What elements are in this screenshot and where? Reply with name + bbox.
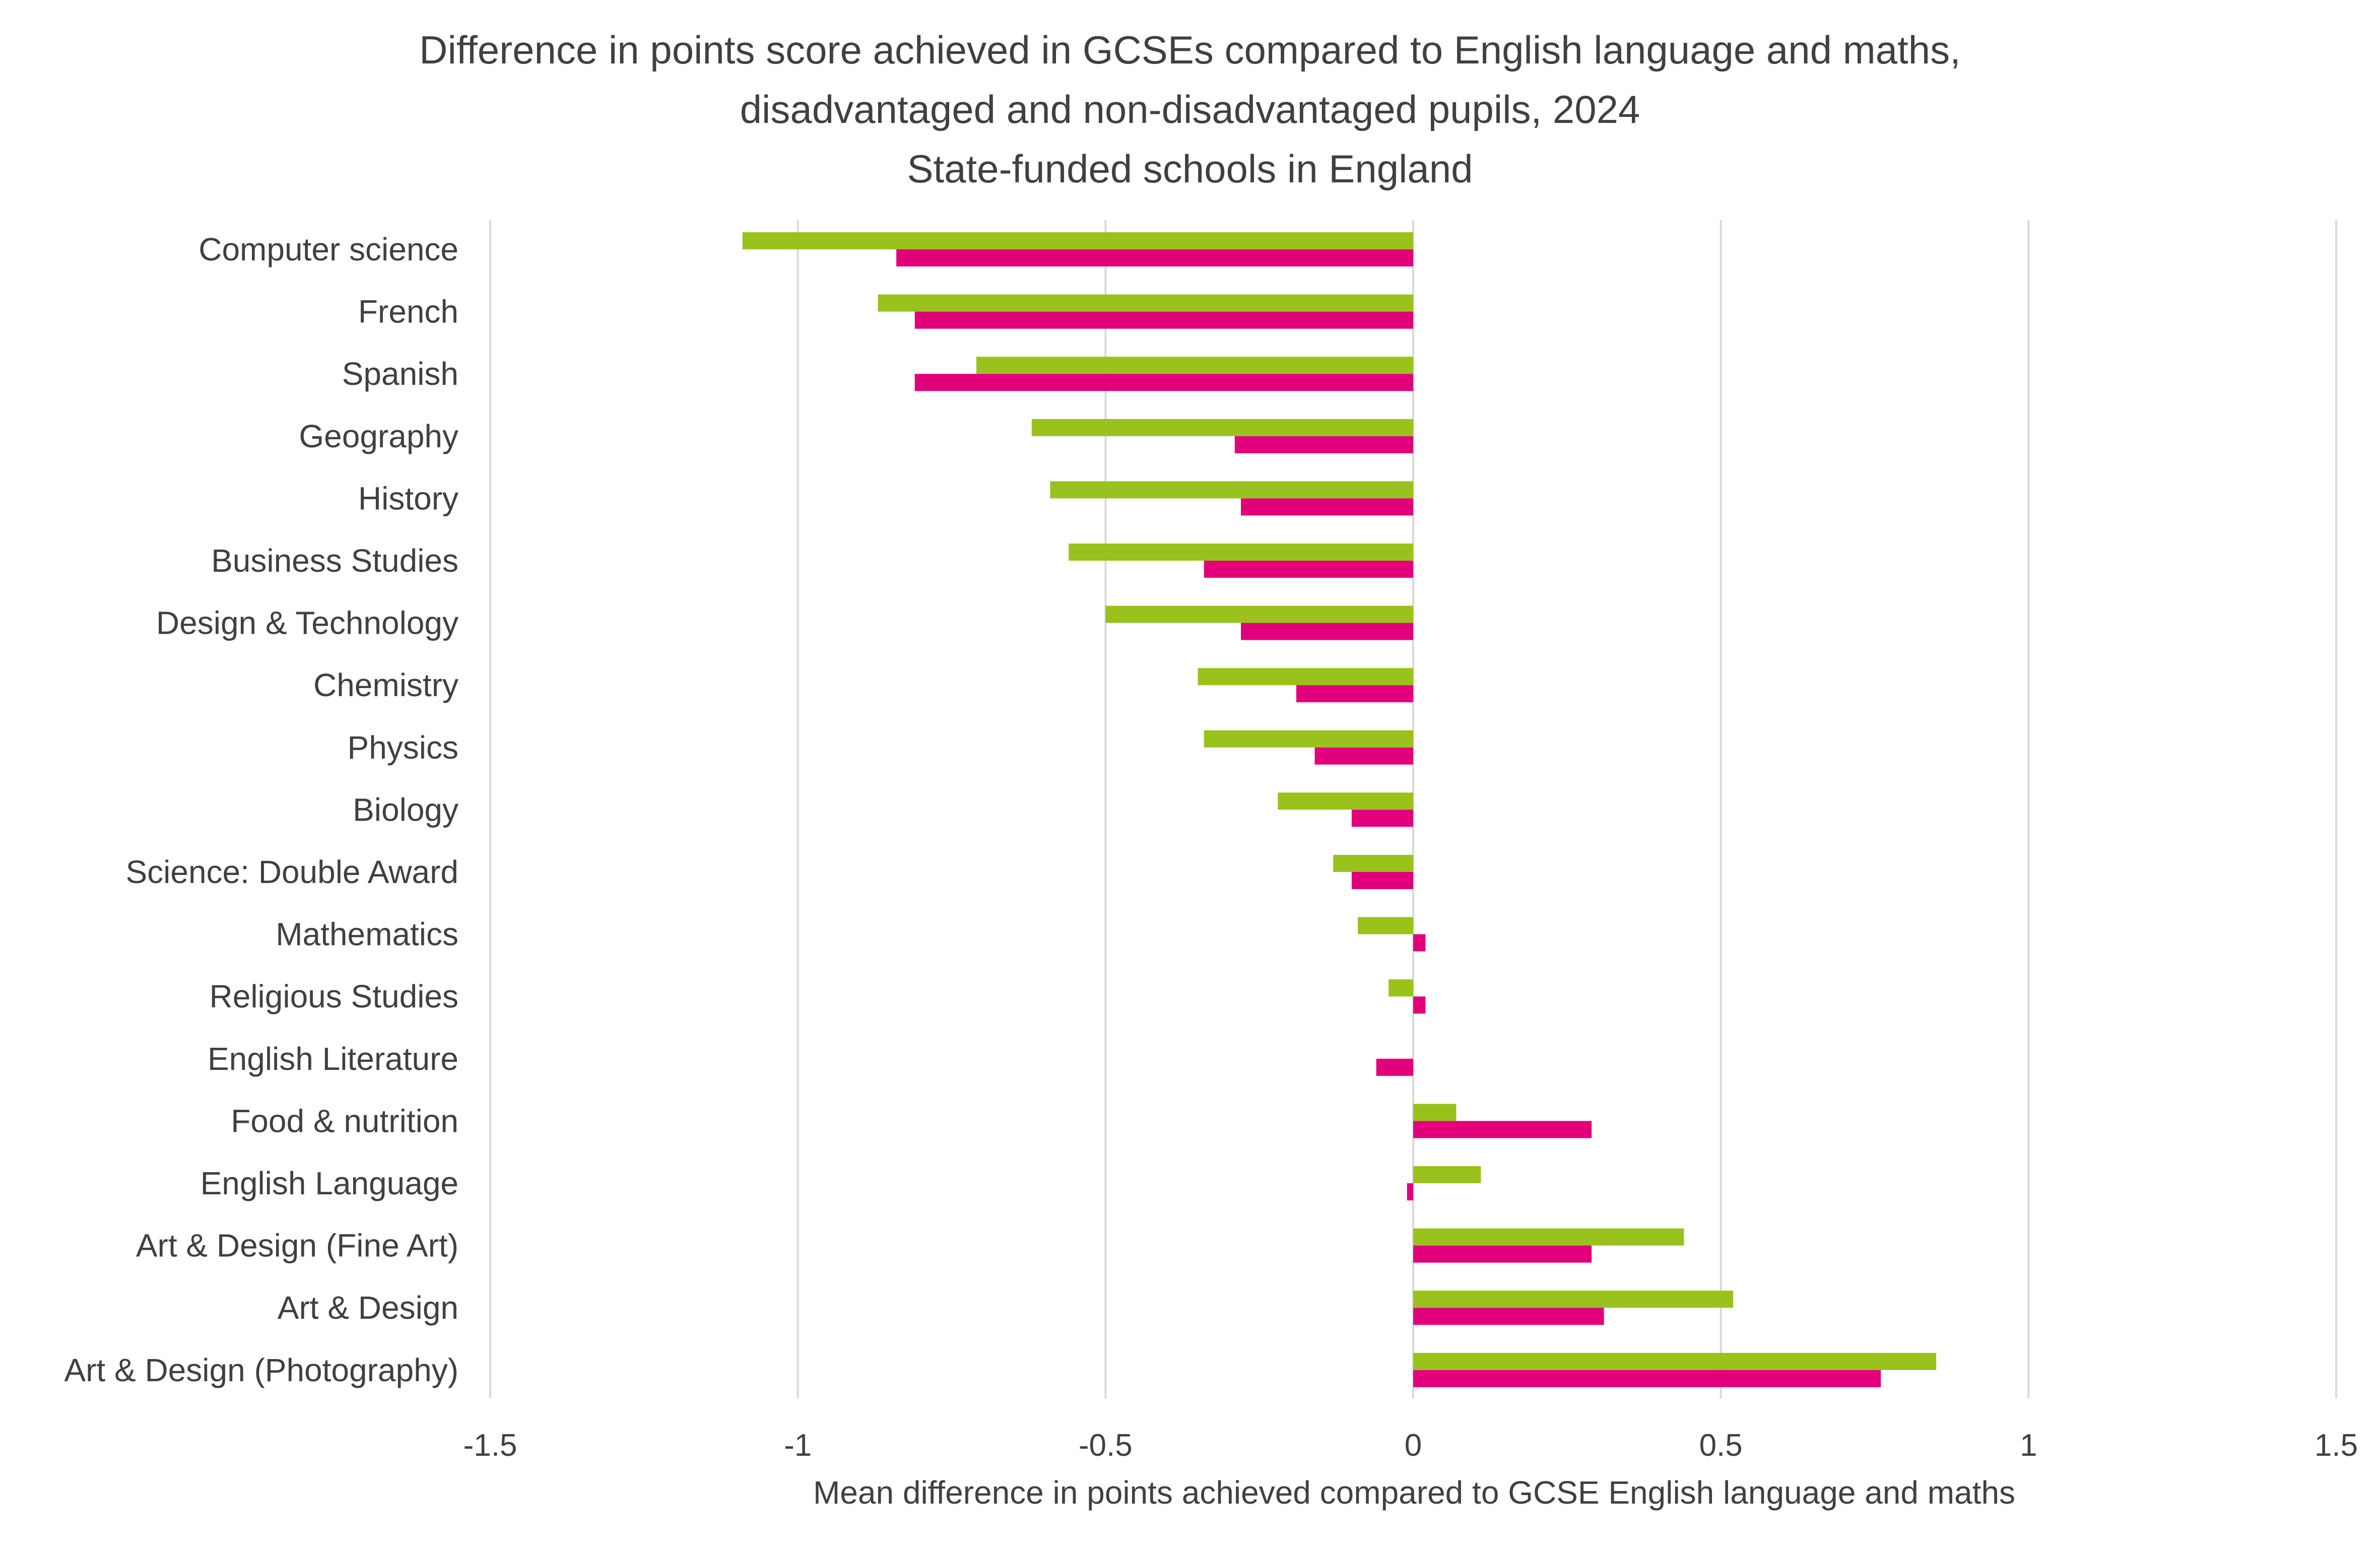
x-tick-label: 0	[1405, 1428, 1422, 1463]
bar-series-2	[1413, 1370, 1881, 1387]
category-label: Mathematics	[276, 916, 458, 953]
bar-series-2	[1413, 1308, 1604, 1325]
category-label: Physics	[348, 729, 459, 766]
x-tick-label: 1	[2020, 1428, 2037, 1463]
category-labels: Computer science French Spanish Geography Hi…	[64, 231, 458, 1388]
bar-series-2	[1296, 685, 1413, 703]
bar-series-2	[914, 374, 1413, 391]
category-label: Art & Design (Fine Art)	[136, 1228, 458, 1264]
category-label: Art & Design	[278, 1290, 458, 1326]
bar-series-2	[1376, 1058, 1413, 1076]
chart-title-line-2: disadvantaged and non-disadvantaged pupi…	[740, 87, 1640, 131]
x-axis-tick-labels: -1.5 -1 -0.5 0 0.5 1 1.5	[464, 1428, 2358, 1463]
bars	[742, 232, 1937, 1387]
bar-series-1	[742, 232, 1413, 249]
category-label: Design & Technology	[156, 605, 458, 641]
category-label: Religious Studies	[210, 978, 459, 1015]
category-label: Spanish	[342, 356, 458, 392]
category-label: Geography	[299, 418, 458, 454]
bar-series-1	[1413, 1104, 1457, 1121]
x-axis-title: Mean difference in points achieved compa…	[813, 1474, 2015, 1511]
bar-series-1	[1358, 917, 1413, 934]
category-label: French	[358, 294, 458, 330]
bar-series-1	[1413, 1228, 1684, 1246]
category-label: Chemistry	[313, 667, 458, 703]
bar-series-2	[1407, 1183, 1413, 1200]
chart-title-line-1: Difference in points score achieved in G…	[419, 28, 1961, 72]
bar-series-2	[1413, 996, 1426, 1014]
category-label: English Language	[201, 1165, 458, 1201]
x-tick-label: 1.5	[2315, 1428, 2358, 1463]
bar-series-2	[896, 249, 1413, 266]
bar-series-1	[1389, 979, 1413, 997]
bar-series-2	[1351, 872, 1413, 889]
category-label: English Literature	[208, 1041, 458, 1077]
bar-series-2	[1234, 436, 1413, 453]
bar-series-2	[1314, 747, 1413, 765]
category-label: Art & Design (Photography)	[64, 1352, 458, 1388]
chart-title: Difference in points score achieved in G…	[0, 20, 2380, 198]
bar-series-1	[1105, 605, 1413, 623]
bar-series-2	[1351, 809, 1413, 827]
bar-series-1	[1204, 730, 1413, 748]
chart-title-line-3: State-funded schools in England	[907, 147, 1473, 191]
bar-series-1	[1413, 1291, 1734, 1308]
x-tick-label: 0.5	[1699, 1428, 1743, 1463]
x-tick-label: -1	[784, 1428, 812, 1463]
bar-series-1	[1050, 481, 1413, 499]
bar-series-1	[1413, 1166, 1481, 1183]
category-label: Computer science	[199, 231, 458, 267]
bar-series-1	[1069, 544, 1413, 561]
bar-series-2	[1413, 1121, 1592, 1138]
bar-series-2	[1413, 1245, 1592, 1263]
bar-series-2	[1241, 498, 1413, 516]
x-tick-label: -0.5	[1079, 1428, 1133, 1463]
category-label: Biology	[353, 791, 458, 828]
category-label: Food & nutrition	[231, 1103, 458, 1139]
bar-series-1	[878, 294, 1413, 312]
bar-series-1	[1198, 668, 1413, 686]
category-label: Science: Double Award	[125, 854, 458, 890]
bar-series-1	[976, 357, 1413, 374]
bar-series-2	[914, 311, 1413, 329]
bar-series-2	[1413, 934, 1426, 952]
bar-series-1	[1333, 855, 1413, 872]
bar-series-1	[1278, 792, 1413, 810]
x-tick-label: -1.5	[464, 1428, 517, 1463]
category-label: Business Studies	[211, 543, 458, 579]
bar-series-1	[1413, 1353, 1937, 1370]
bar-series-2	[1241, 623, 1413, 640]
category-label: History	[358, 480, 458, 516]
bar-series-2	[1204, 561, 1413, 578]
bar-series-1	[1031, 419, 1413, 436]
